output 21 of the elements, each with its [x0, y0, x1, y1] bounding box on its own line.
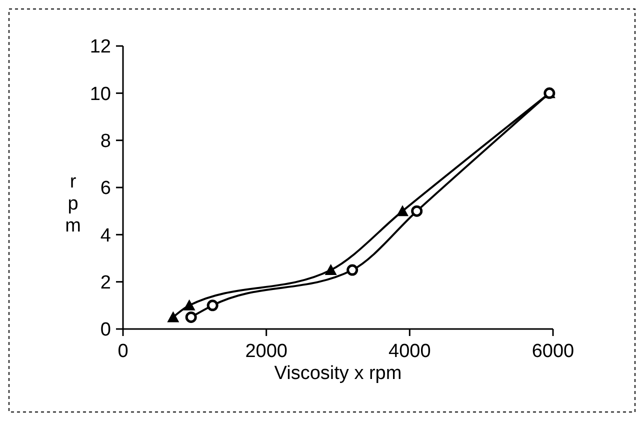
- x-tick-label: 4000: [388, 341, 431, 362]
- point: [206, 300, 218, 312]
- point: [396, 205, 408, 216]
- point: [183, 299, 196, 310]
- point: [167, 311, 180, 322]
- point: [346, 264, 358, 276]
- x-tick-label: 2000: [245, 341, 288, 362]
- y-tick-label: 0: [100, 320, 111, 341]
- y-tick-label: 6: [100, 178, 111, 200]
- y-axis-title: rpm: [65, 172, 81, 236]
- y-tick-label: 8: [100, 130, 111, 152]
- point: [324, 264, 337, 276]
- x-tick-label: 6000: [532, 341, 574, 362]
- y-tick-label: 12: [90, 36, 111, 58]
- point: [185, 311, 197, 323]
- y-tick-label: 10: [90, 84, 111, 105]
- y-tick-label: 4: [100, 225, 112, 246]
- point: [411, 205, 423, 217]
- x-axis-title: Viscosity x rpm: [274, 363, 402, 384]
- x-tick-label: 0: [118, 341, 128, 362]
- y-tick-label: 2: [100, 272, 111, 294]
